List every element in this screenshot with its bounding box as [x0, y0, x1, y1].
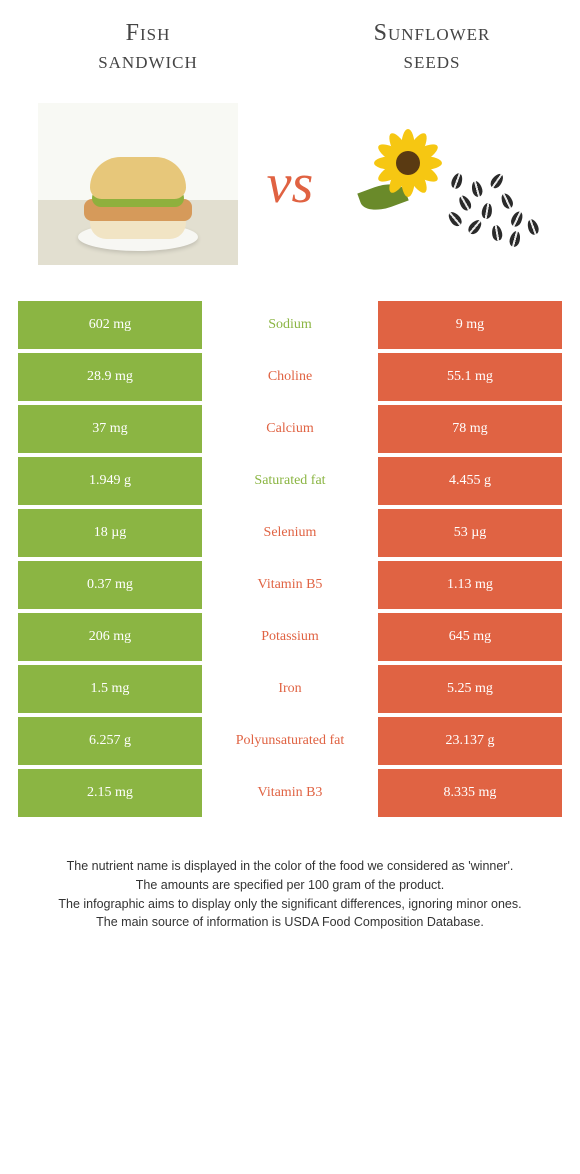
nutrient-value-right: 1.13 mg — [378, 561, 562, 609]
nutrient-row: 0.37 mgVitamin B51.13 mg — [18, 561, 562, 609]
nutrient-label: Selenium — [202, 509, 378, 557]
nutrient-value-right: 5.25 mg — [378, 665, 562, 713]
nutrient-label: Iron — [202, 665, 378, 713]
nutrient-value-right: 4.455 g — [378, 457, 562, 505]
nutrient-value-left: 37 mg — [18, 405, 202, 453]
header: Fish sandwich Sunflower seeds — [18, 20, 562, 75]
images-row: vs — [18, 103, 562, 265]
nutrient-value-right: 55.1 mg — [378, 353, 562, 401]
nutrient-label: Potassium — [202, 613, 378, 661]
nutrient-value-left: 6.257 g — [18, 717, 202, 765]
nutrient-label: Polyunsaturated fat — [202, 717, 378, 765]
footer-notes: The nutrient name is displayed in the co… — [18, 857, 562, 932]
nutrient-value-right: 645 mg — [378, 613, 562, 661]
nutrient-value-left: 1.949 g — [18, 457, 202, 505]
title-left-line1: Fish — [126, 20, 171, 46]
nutrient-value-left: 206 mg — [18, 613, 202, 661]
nutrient-value-left: 28.9 mg — [18, 353, 202, 401]
title-left: Fish sandwich — [48, 20, 248, 75]
nutrient-value-right: 8.335 mg — [378, 769, 562, 817]
nutrient-label: Saturated fat — [202, 457, 378, 505]
nutrient-row: 602 mgSodium9 mg — [18, 301, 562, 349]
food-image-left — [38, 103, 238, 265]
nutrient-label: Calcium — [202, 405, 378, 453]
nutrient-row: 18 µgSelenium53 µg — [18, 509, 562, 557]
nutrient-value-left: 18 µg — [18, 509, 202, 557]
nutrient-value-right: 9 mg — [378, 301, 562, 349]
title-left-line2: sandwich — [98, 48, 198, 74]
nutrient-value-left: 2.15 mg — [18, 769, 202, 817]
nutrient-row: 1.949 gSaturated fat4.455 g — [18, 457, 562, 505]
nutrition-table: 602 mgSodium9 mg28.9 mgCholine55.1 mg37 … — [18, 301, 562, 817]
nutrient-row: 28.9 mgCholine55.1 mg — [18, 353, 562, 401]
title-right-line2: seeds — [404, 48, 461, 74]
nutrient-row: 2.15 mgVitamin B38.335 mg — [18, 769, 562, 817]
footer-line-3: The infographic aims to display only the… — [36, 895, 544, 914]
nutrient-label: Vitamin B5 — [202, 561, 378, 609]
nutrient-row: 37 mgCalcium78 mg — [18, 405, 562, 453]
nutrient-value-left: 602 mg — [18, 301, 202, 349]
nutrient-row: 206 mgPotassium645 mg — [18, 613, 562, 661]
footer-line-2: The amounts are specified per 100 gram o… — [36, 876, 544, 895]
nutrient-value-right: 53 µg — [378, 509, 562, 557]
nutrient-value-left: 1.5 mg — [18, 665, 202, 713]
sandwich-illustration — [38, 103, 238, 265]
sunflower-illustration — [342, 103, 542, 265]
title-right-line1: Sunflower — [374, 20, 491, 46]
nutrient-row: 1.5 mgIron5.25 mg — [18, 665, 562, 713]
footer-line-1: The nutrient name is displayed in the co… — [36, 857, 544, 876]
nutrient-value-right: 23.137 g — [378, 717, 562, 765]
nutrient-value-right: 78 mg — [378, 405, 562, 453]
title-right: Sunflower seeds — [332, 20, 532, 75]
footer-line-4: The main source of information is USDA F… — [36, 913, 544, 932]
nutrient-label: Sodium — [202, 301, 378, 349]
nutrient-row: 6.257 gPolyunsaturated fat23.137 g — [18, 717, 562, 765]
nutrient-label: Choline — [202, 353, 378, 401]
vs-label: vs — [267, 152, 314, 216]
nutrient-value-left: 0.37 mg — [18, 561, 202, 609]
nutrient-label: Vitamin B3 — [202, 769, 378, 817]
food-image-right — [342, 103, 542, 265]
